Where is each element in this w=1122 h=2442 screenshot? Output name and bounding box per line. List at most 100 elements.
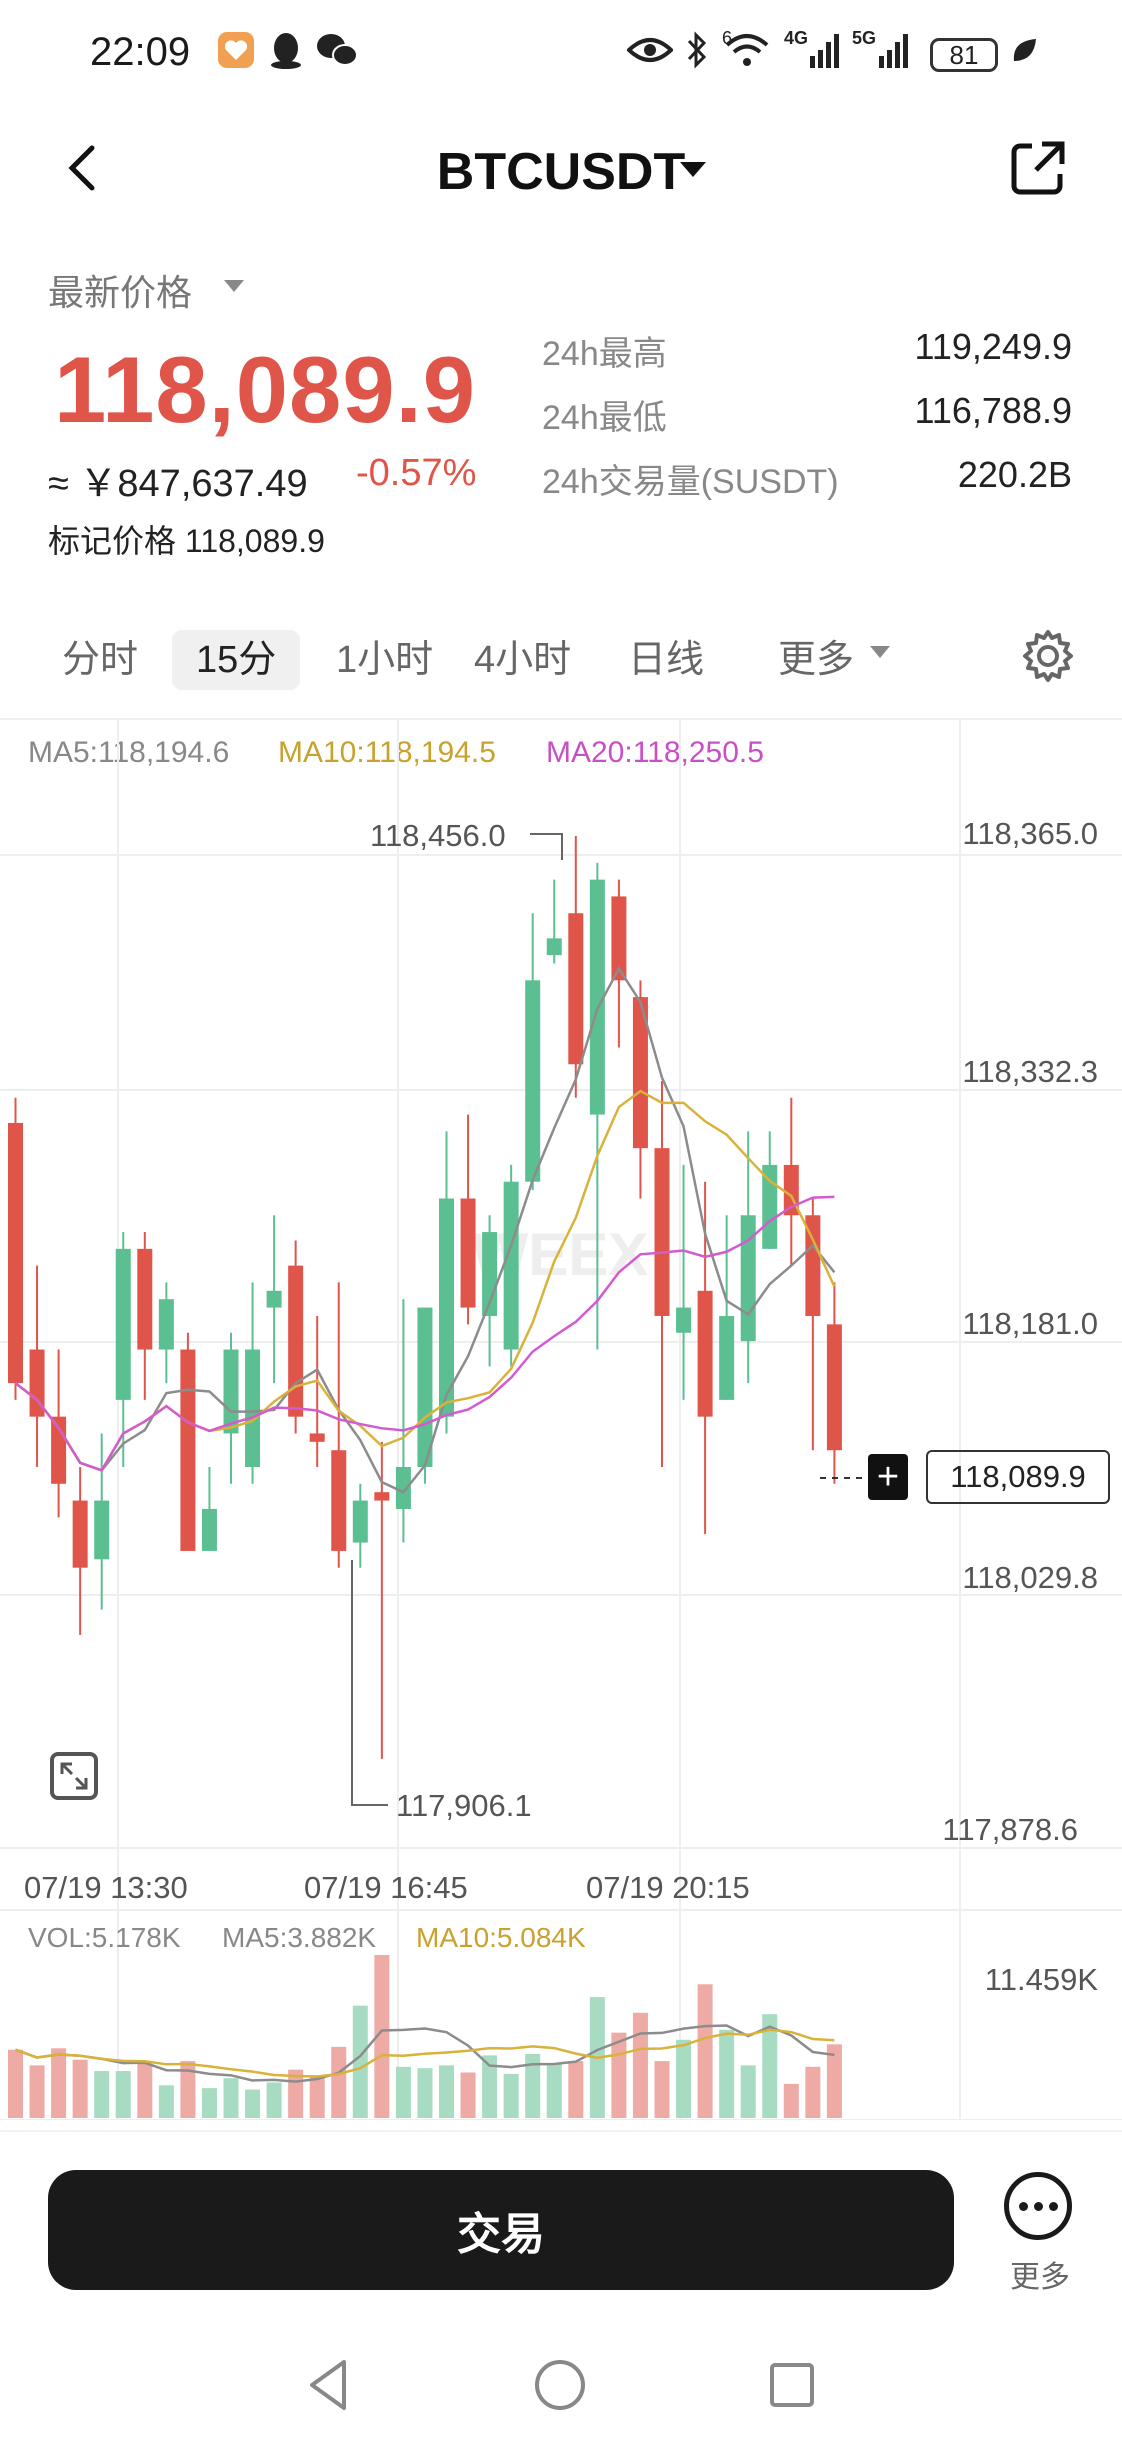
volume-bar xyxy=(266,2082,282,2118)
tab-15m[interactable]: 15分 xyxy=(172,630,301,690)
volume-bar xyxy=(697,1984,713,2118)
candle-down xyxy=(826,1324,842,1451)
candle-down xyxy=(137,1248,153,1350)
vol-label: VOL:5.178K xyxy=(28,1922,181,1953)
more-dots-icon xyxy=(1033,2201,1043,2211)
nav-recents-button[interactable] xyxy=(762,2350,822,2430)
volume-bar xyxy=(719,2029,735,2118)
tab-more[interactable]: 更多 xyxy=(778,639,855,681)
status-bar: 22:09 6 4G 5G 81 xyxy=(0,0,1122,110)
x-axis-label: 07/19 16:45 xyxy=(304,1870,468,1905)
chart-watermark: WEEX xyxy=(472,1221,649,1288)
volume-bar xyxy=(352,2005,368,2118)
stat-value-volume: 220.2B xyxy=(957,454,1072,495)
volume-bar xyxy=(331,2046,347,2118)
volume-bar xyxy=(245,2089,261,2118)
candle-up xyxy=(395,1467,411,1509)
wechat-icon xyxy=(314,28,360,72)
caret-down-icon[interactable] xyxy=(680,162,706,177)
symbol-selector[interactable]: BTCUSDT xyxy=(436,143,686,201)
battery-indicator: 81 xyxy=(930,38,998,72)
caret-down-icon xyxy=(224,280,244,292)
ma20-label: MA20:118,250.5 xyxy=(546,736,764,769)
y-axis-label: 118,332.3 xyxy=(962,1054,1098,1089)
change-percent: -0.57% xyxy=(356,452,477,494)
more-label: 更多 xyxy=(1010,2261,1070,2294)
stat-label-low: 24h最低 xyxy=(542,399,667,437)
chart-settings-button[interactable] xyxy=(1020,628,1076,684)
current-price-tag[interactable]: 118,089.9 xyxy=(926,1450,1110,1504)
y-axis-label: 117,878.6 xyxy=(942,1812,1078,1847)
kline-chart[interactable]: WEEX xyxy=(0,720,1122,2120)
high-marker-line xyxy=(530,833,563,860)
tab-1h[interactable]: 1小时 xyxy=(336,639,434,681)
volume-bar xyxy=(201,2088,217,2118)
volume-bar xyxy=(137,2063,153,2118)
signal-5g-icon: 5G xyxy=(852,28,914,72)
low-marker-label: 117,906.1 xyxy=(396,1788,532,1823)
volume-bar xyxy=(525,2053,541,2118)
vol-ma10-line xyxy=(15,2028,835,2078)
eye-icon xyxy=(626,28,674,72)
volume-bar xyxy=(374,1955,390,2118)
volume-bar xyxy=(72,2059,88,2118)
tab-daily[interactable]: 日线 xyxy=(628,639,705,681)
trade-button[interactable]: 交易 xyxy=(48,2170,954,2290)
latest-price-label[interactable]: 最新价格 xyxy=(48,264,192,316)
volume-bar xyxy=(395,2066,411,2118)
candle-up xyxy=(94,1500,110,1560)
stat-label-high: 24h最高 xyxy=(542,335,667,373)
caret-down-icon[interactable] xyxy=(870,646,890,658)
status-time: 22:09 xyxy=(90,30,191,74)
more-button[interactable] xyxy=(1004,2172,1072,2240)
volume-bar xyxy=(29,2065,45,2118)
last-price: 118,089.9 xyxy=(54,337,476,442)
app-notification-icon xyxy=(214,28,258,72)
leaf-icon xyxy=(1008,28,1040,72)
volume-bar xyxy=(417,2068,433,2118)
nav-back-button[interactable] xyxy=(300,2350,360,2430)
add-order-plus-icon[interactable]: + xyxy=(868,1454,908,1500)
circle-home-icon xyxy=(535,2360,585,2410)
candle-up xyxy=(417,1307,433,1468)
candle-down xyxy=(331,1450,347,1551)
low-marker-line xyxy=(351,1560,388,1806)
divider xyxy=(0,2130,1122,2132)
signal-4g-icon: 4G xyxy=(784,28,844,72)
candle-up xyxy=(266,1290,282,1308)
more-dots-icon xyxy=(1048,2201,1058,2211)
volume-bar xyxy=(676,2039,692,2118)
mark-price: 标记价格 118,089.9 xyxy=(48,523,325,559)
y-axis-label: 118,029.8 xyxy=(962,1560,1098,1595)
wifi-badge: 6 xyxy=(722,28,733,48)
candle-up xyxy=(158,1299,174,1350)
ma5-label: MA5:118,194.6 xyxy=(28,736,230,769)
candle-up xyxy=(525,980,541,1182)
volume-bar xyxy=(158,2085,174,2118)
candle-down xyxy=(374,1492,390,1501)
volume-bar xyxy=(654,2061,670,2118)
back-button[interactable] xyxy=(62,140,112,200)
nav-home-button[interactable] xyxy=(530,2350,590,2430)
volume-bar xyxy=(611,2032,627,2118)
volume-bar xyxy=(482,2055,498,2118)
candle-down xyxy=(72,1500,88,1568)
candle-down xyxy=(654,1148,670,1316)
volume-bar xyxy=(8,2049,23,2118)
tab-4h[interactable]: 4小时 xyxy=(474,639,572,681)
candle-up xyxy=(546,938,562,956)
y-axis-label: 118,365.0 xyxy=(962,816,1098,851)
volume-bar xyxy=(503,2073,519,2118)
latest-price-label-text: 最新价格 xyxy=(48,272,193,313)
share-icon xyxy=(1011,141,1065,195)
candle-up xyxy=(719,1315,735,1400)
expand-icon xyxy=(60,1762,88,1790)
tab-timeline[interactable]: 分时 xyxy=(62,639,139,681)
x-axis-label: 07/19 13:30 xyxy=(24,1870,188,1905)
vol-ma5-line xyxy=(15,2024,835,2083)
volume-bar xyxy=(115,2071,131,2118)
share-button[interactable] xyxy=(1008,138,1068,198)
volume-bar xyxy=(805,2066,821,2118)
candle-up xyxy=(352,1500,368,1543)
fullscreen-button[interactable] xyxy=(50,1752,98,1800)
